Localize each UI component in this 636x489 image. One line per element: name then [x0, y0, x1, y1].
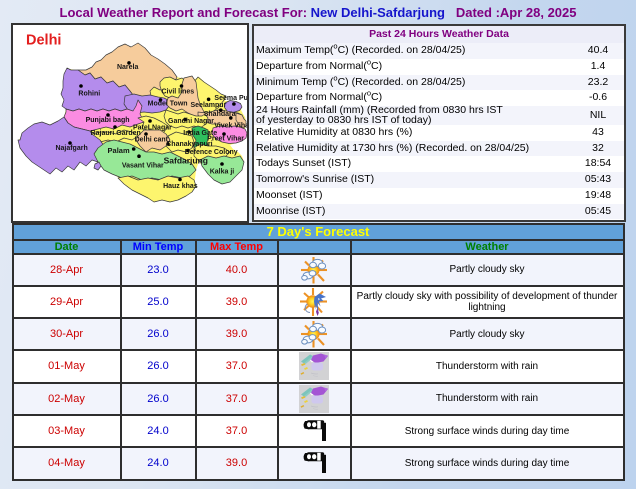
svg-text:Palam: Palam [108, 146, 130, 155]
svg-text:Civil lines: Civil lines [161, 89, 194, 96]
svg-text:Gandhi Nagar: Gandhi Nagar [168, 118, 214, 125]
svg-text:Delhi: Delhi [26, 32, 61, 48]
svg-text:Rajauri Garden: Rajauri Garden [91, 130, 141, 137]
svg-text:Shahdara: Shahdara [204, 111, 236, 118]
svg-text:Narela: Narela [117, 64, 139, 71]
svg-text:Punjabi bagh: Punjabi bagh [86, 117, 130, 124]
svg-text:Defence Colony: Defence Colony [185, 149, 238, 156]
svg-text:Model Town: Model Town [148, 101, 188, 108]
svg-text:Vivek Vihar: Vivek Vihar [214, 123, 247, 130]
svg-text:Preet Vihar: Preet Vihar [207, 136, 244, 143]
svg-text:Seelampur: Seelampur [191, 102, 227, 109]
svg-text:Rohini: Rohini [78, 91, 100, 98]
svg-text:Chanakyapuri: Chanakyapuri [166, 141, 212, 148]
svg-text:PateLNagar: PateLNagar [133, 125, 172, 132]
svg-text:Vasant Vihar: Vasant Vihar [122, 163, 164, 170]
svg-text:Safdarjung: Safdarjung [164, 156, 208, 166]
svg-text:India Gate: India Gate [183, 130, 217, 137]
svg-text:Seema Puri: Seema Puri [214, 95, 247, 102]
svg-text:Najafgarh: Najafgarh [55, 145, 87, 152]
svg-text:Delhi cant: Delhi cant [135, 137, 169, 144]
svg-text:Kalka ji: Kalka ji [210, 169, 235, 176]
svg-text:Hauz khas: Hauz khas [163, 183, 198, 190]
